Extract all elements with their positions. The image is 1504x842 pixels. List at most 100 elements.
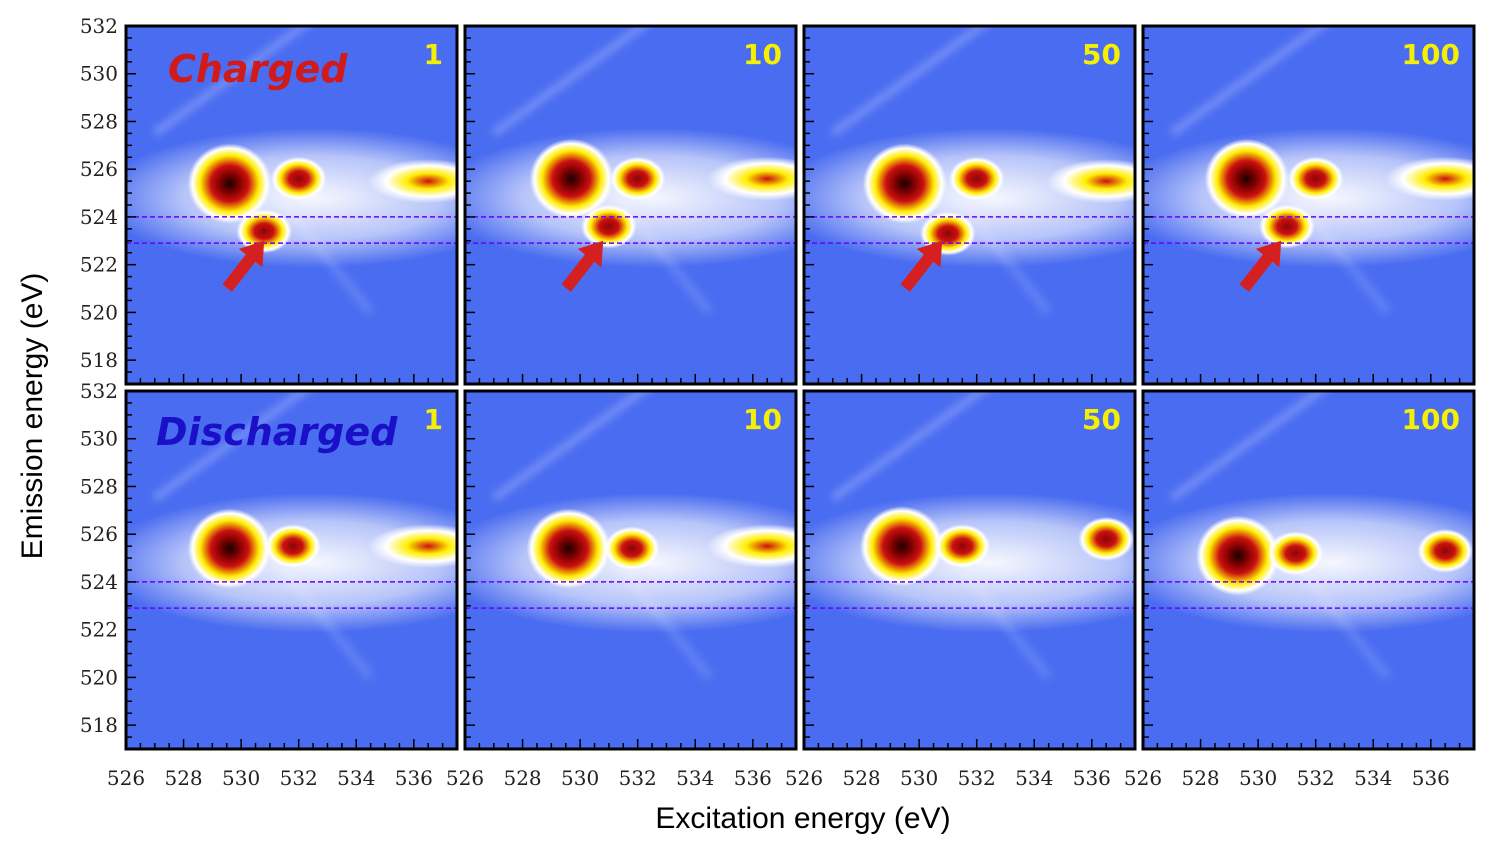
x-tick-label: 528 [842, 766, 880, 790]
x-axis-title: Excitation energy (eV) [655, 802, 950, 835]
intensity-feature [1204, 138, 1289, 219]
intensity-feature [1078, 516, 1135, 561]
cycle-label: 10 [743, 403, 782, 436]
elastic-streak [152, 26, 311, 137]
x-tick-label: 534 [1354, 766, 1392, 790]
cycle-label: 1 [424, 38, 443, 71]
x-tick-label: 534 [1015, 766, 1053, 790]
x-tick-label: 534 [676, 766, 714, 790]
intensity-feature [603, 526, 660, 571]
y-tick-label: 518 [80, 348, 118, 372]
y-axis-title: Emission energy (eV) [16, 273, 49, 560]
intensity-feature [859, 506, 944, 587]
intensity-feature [1195, 515, 1280, 596]
x-tick-label: 534 [337, 766, 375, 790]
intensity-feature [934, 524, 991, 569]
intensity-feature [1287, 156, 1344, 201]
x-tick-label: 526 [107, 766, 145, 790]
x-tick-label: 532 [619, 766, 657, 790]
intensity-feature [1417, 528, 1474, 573]
heatmap-panel [1143, 391, 1474, 749]
elastic-streak [491, 391, 650, 502]
y-tick-label: 528 [80, 474, 118, 498]
cycle-label: 1 [424, 403, 443, 436]
heatmap-panel [465, 391, 796, 749]
cycle-label: 100 [1402, 403, 1460, 436]
x-tick-label: 528 [1181, 766, 1219, 790]
y-tick-label: 530 [80, 62, 118, 86]
x-tick-label: 530 [561, 766, 599, 790]
intensity-feature [609, 156, 666, 201]
x-tick-label: 532 [958, 766, 996, 790]
elastic-streak [152, 391, 311, 502]
x-tick-label: 536 [734, 766, 772, 790]
x-tick-label: 532 [280, 766, 318, 790]
arrow-shape [222, 240, 265, 292]
intensity-feature [707, 524, 796, 569]
intensity-feature [529, 138, 614, 219]
x-tick-label: 526 [446, 766, 484, 790]
x-tick-label: 532 [1297, 766, 1335, 790]
elastic-streak [830, 391, 989, 502]
y-tick-label: 524 [80, 205, 118, 229]
cycle-label: 50 [1082, 403, 1121, 436]
x-tick-label: 536 [1412, 766, 1450, 790]
intensity-feature [264, 524, 321, 569]
charged-label: Charged [168, 47, 348, 91]
y-tick-label: 526 [80, 522, 118, 546]
intensity-feature [1385, 156, 1474, 201]
arrow-marker [900, 240, 943, 292]
arrow-shape [900, 240, 943, 292]
y-tick-label: 526 [80, 157, 118, 181]
y-tick-label: 524 [80, 570, 118, 594]
x-tick-label: 536 [395, 766, 433, 790]
intensity-feature [187, 508, 272, 589]
heatmap-panel [126, 26, 457, 384]
discharged-label: Discharged [156, 410, 398, 454]
arrow-shape [561, 240, 604, 292]
heatmap-panel [126, 391, 457, 749]
heatmap-panel [804, 391, 1135, 749]
heatmap-panel [1143, 26, 1474, 384]
intensity-feature [948, 156, 1005, 201]
y-tick-label: 522 [80, 253, 118, 277]
cycle-label: 100 [1402, 38, 1460, 71]
intensity-feature [707, 156, 796, 201]
axes: 518 520 522 524 526 528 530 532 518 520 522 524 526 5… [80, 14, 1475, 790]
elastic-streak [491, 26, 650, 137]
elastic-streak [1169, 391, 1328, 502]
intensity-feature [1258, 204, 1315, 249]
y-tick-label: 528 [80, 109, 118, 133]
y-tick-label: 520 [80, 665, 118, 689]
y-tick-label: 518 [80, 713, 118, 737]
intensity-feature [526, 508, 611, 589]
x-tick-label: 536 [1073, 766, 1111, 790]
intensity-feature [236, 209, 293, 254]
x-tick-label: 528 [164, 766, 202, 790]
y-tick-label: 520 [80, 300, 118, 324]
x-tick-label: 530 [900, 766, 938, 790]
y-tick-label: 522 [80, 618, 118, 642]
intensity-feature [862, 143, 947, 224]
intensity-feature [368, 159, 457, 204]
arrow-marker [1239, 240, 1282, 292]
x-tick-label: 528 [503, 766, 541, 790]
elastic-streak [1169, 26, 1328, 137]
elastic-streak [830, 26, 989, 137]
y-tick-label: 532 [80, 379, 118, 403]
arrow-marker [561, 240, 604, 292]
intensity-feature [368, 524, 457, 569]
intensity-feature [270, 156, 327, 201]
intensity-feature [1267, 531, 1324, 576]
y-tick-label: 532 [80, 14, 118, 38]
intensity-feature [580, 204, 637, 249]
arrow-marker [222, 240, 265, 292]
x-tick-label: 526 [785, 766, 823, 790]
panel-grid: 1 10 50 100 Charged 1 10 50 100 Discharged [124, 24, 1476, 751]
intensity-feature [187, 143, 272, 224]
cycle-label: 50 [1082, 38, 1121, 71]
x-tick-label: 526 [1124, 766, 1162, 790]
y-tick-label: 530 [80, 427, 118, 451]
x-tick-label: 530 [222, 766, 260, 790]
